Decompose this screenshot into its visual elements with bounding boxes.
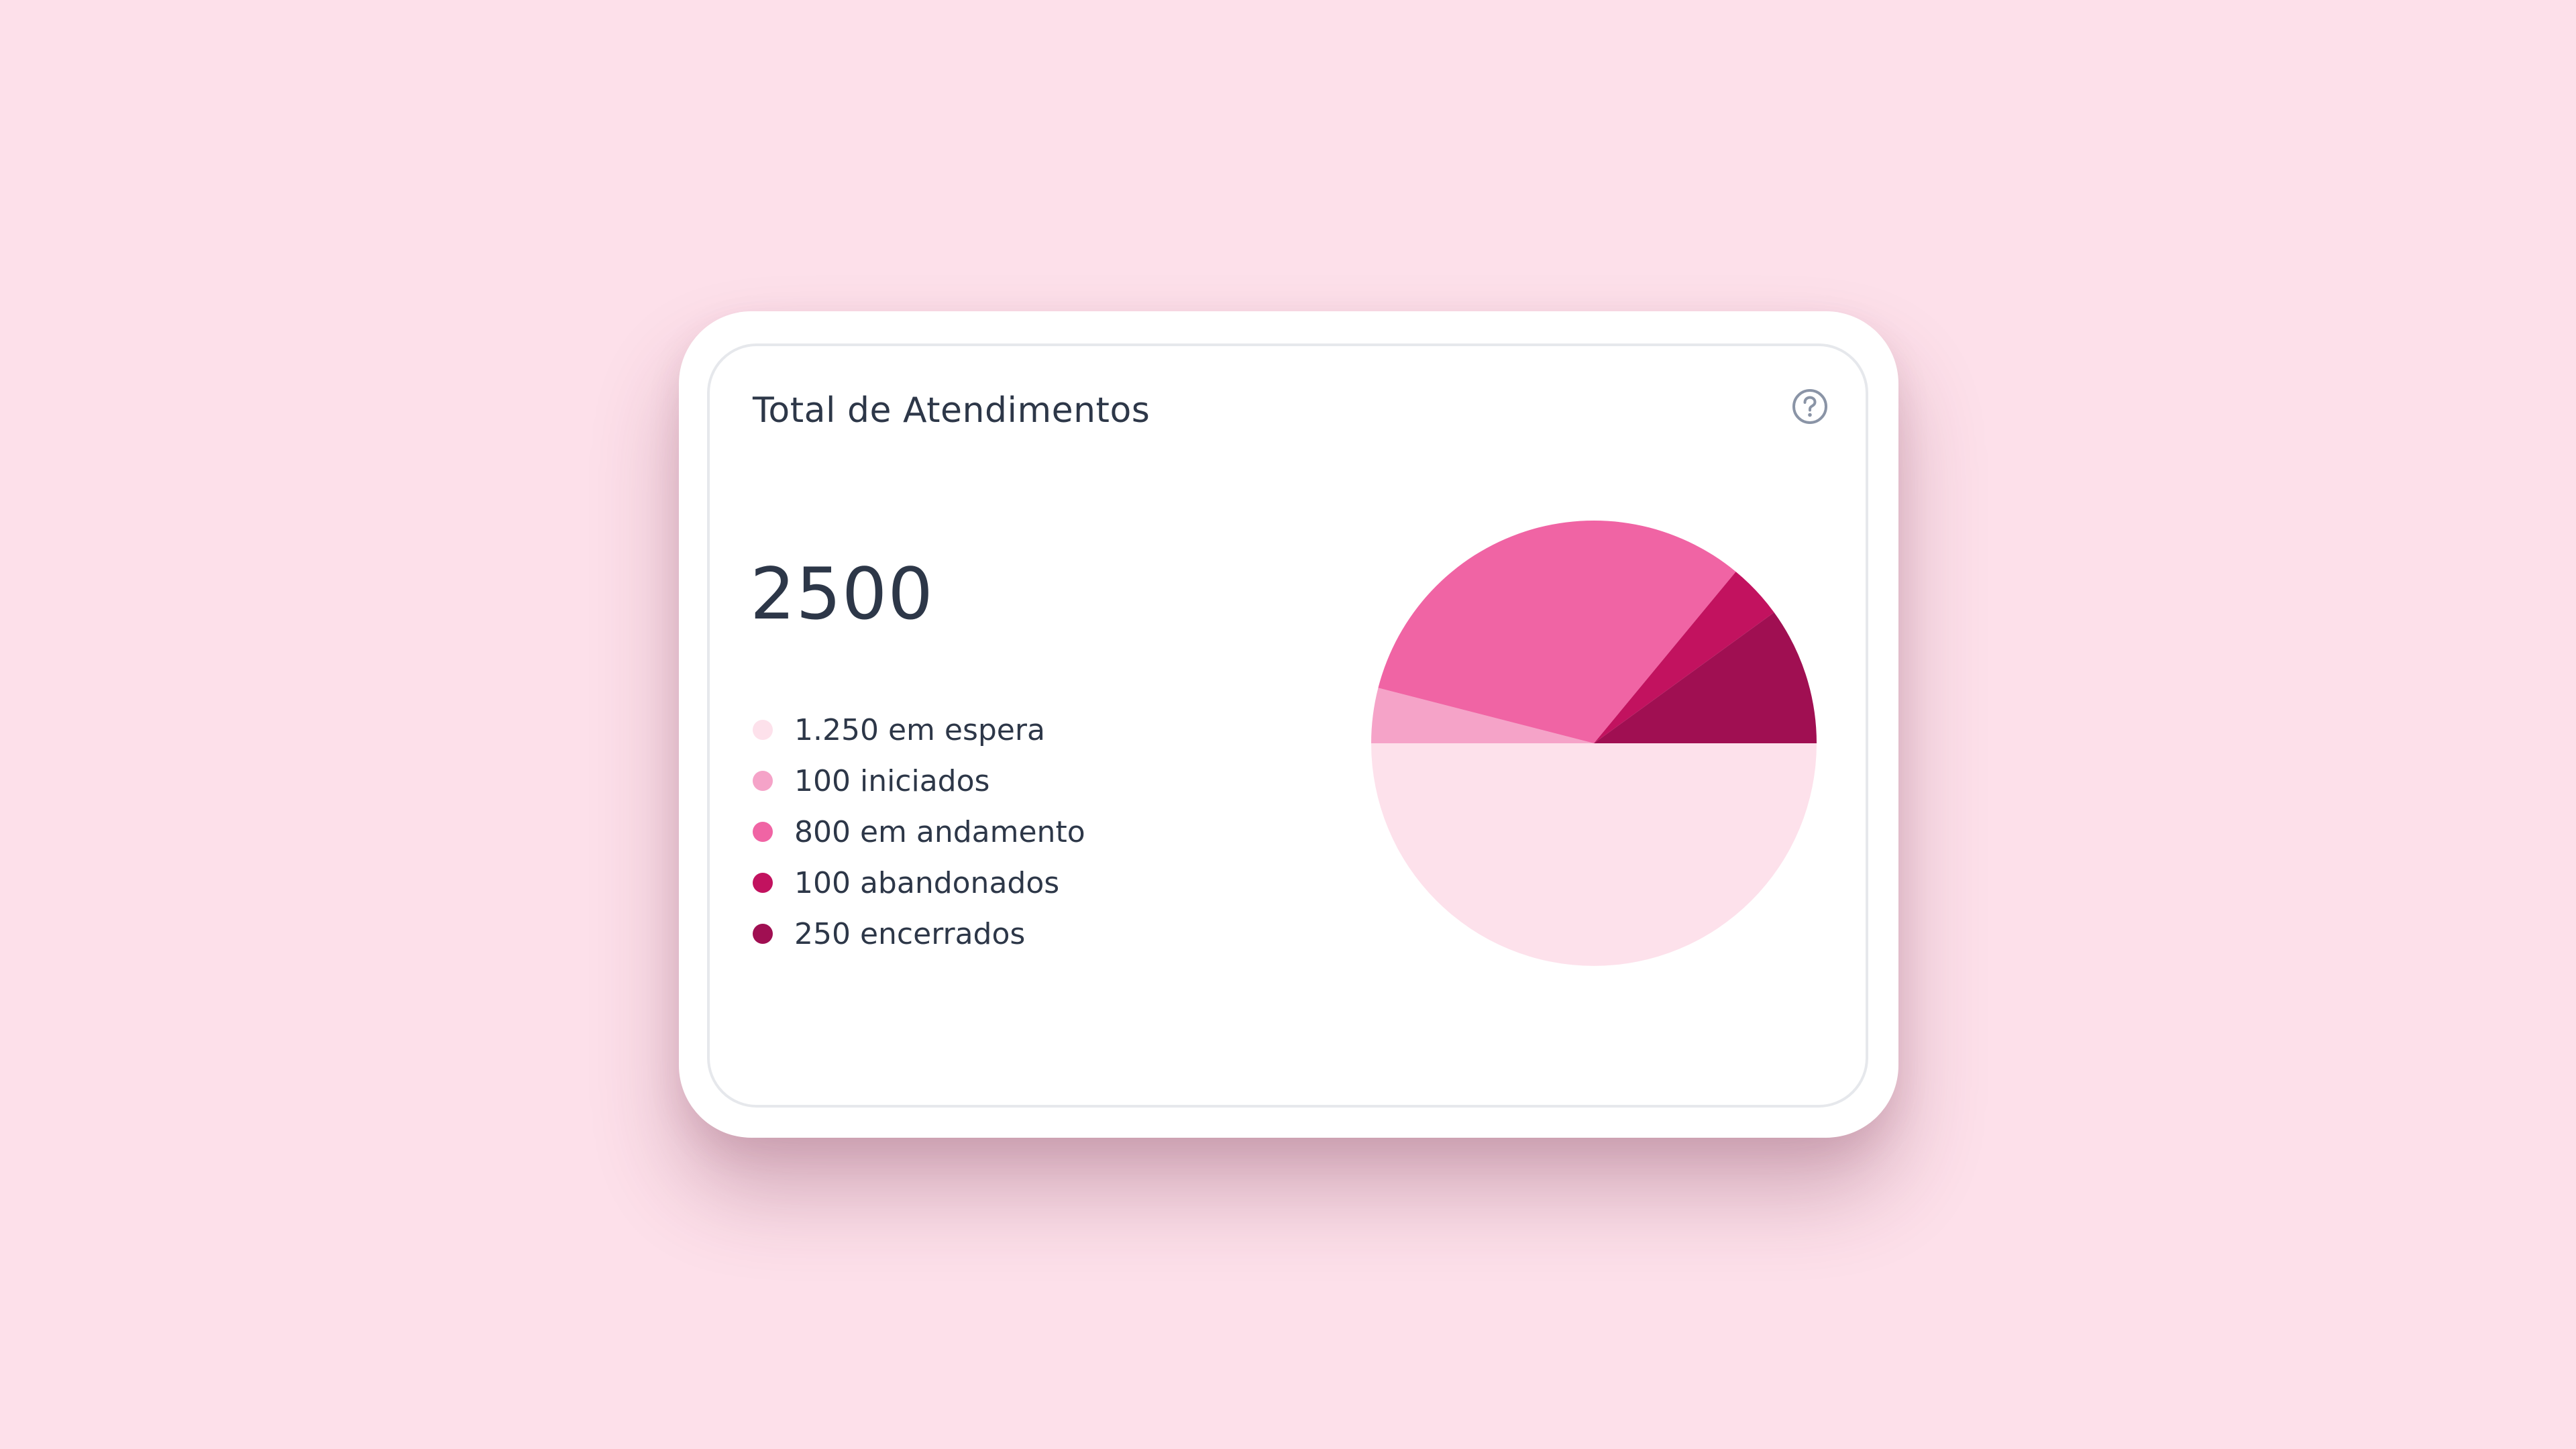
pie-slice	[1371, 688, 1594, 743]
chart-card: Total de Atendimentos 2500 1.250 em espe…	[679, 311, 1898, 1138]
chart-card-body: Total de Atendimentos 2500 1.250 em espe…	[707, 343, 1868, 1108]
legend-item: 800 em andamento	[753, 806, 1085, 857]
legend-label: 100 iniciados	[794, 763, 990, 798]
pie-chart	[1366, 515, 1822, 971]
legend-swatch	[753, 873, 773, 893]
legend-label: 100 abandonados	[794, 865, 1060, 900]
pie-slice	[1378, 521, 1736, 743]
legend-label: 800 em andamento	[794, 814, 1085, 849]
pie-slice	[1371, 743, 1817, 966]
legend-item: 1.250 em espera	[753, 704, 1085, 755]
help-circle-icon	[1792, 389, 1827, 424]
legend-item: 250 encerrados	[753, 908, 1085, 959]
card-title: Total de Atendimentos	[753, 390, 1150, 431]
legend-item: 100 iniciados	[753, 755, 1085, 806]
chart-legend: 1.250 em espera 100 iniciados 800 em and…	[753, 704, 1085, 959]
legend-swatch	[753, 720, 773, 740]
pie-slice	[1594, 612, 1817, 743]
total-value: 2500	[750, 553, 934, 635]
pie-slice	[1594, 572, 1774, 743]
legend-swatch	[753, 822, 773, 842]
help-button[interactable]	[1791, 388, 1829, 425]
legend-item: 100 abandonados	[753, 857, 1085, 908]
legend-label: 1.250 em espera	[794, 712, 1045, 747]
legend-label: 250 encerrados	[794, 916, 1026, 951]
legend-swatch	[753, 924, 773, 944]
pie-chart-svg	[1371, 521, 1817, 966]
legend-swatch	[753, 771, 773, 791]
